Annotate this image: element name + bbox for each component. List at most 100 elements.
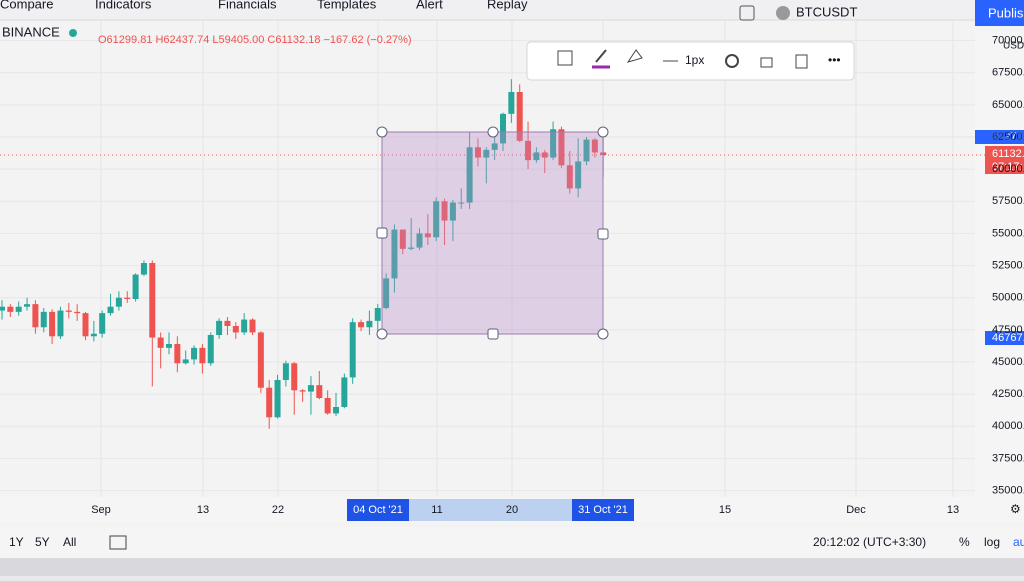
candle-body (7, 306, 14, 312)
lock-icon[interactable] (760, 57, 773, 68)
candle-body (107, 306, 114, 314)
handle[interactable] (597, 228, 609, 240)
handle[interactable] (376, 328, 388, 340)
candle-body (274, 380, 281, 418)
candle-body (525, 140, 532, 161)
time-label: 13 (197, 504, 209, 516)
candle-body (57, 310, 64, 337)
y-tick-label: 67500.00 (992, 67, 1024, 79)
status-dot (69, 29, 77, 37)
time-label: 22 (272, 504, 284, 516)
percent[interactable]: % (959, 535, 970, 549)
template-icon[interactable] (557, 50, 573, 66)
toolbar-button[interactable]: Financials (218, 0, 277, 11)
toolbar-button[interactable]: Templates (317, 0, 377, 11)
candle-body (241, 319, 248, 333)
candle-body (182, 359, 189, 364)
candle-body (0, 306, 5, 311)
candle-body (324, 398, 331, 414)
range[interactable]: 1Y (9, 535, 24, 549)
candle-body (282, 363, 289, 380)
time-label: Sep (91, 504, 111, 516)
badge-text: 07:17: (992, 161, 1023, 173)
fill-icon[interactable] (626, 49, 643, 63)
candle-body (458, 202, 465, 204)
time-labels: Sep 13 22 04 Oct '21 11 20 31 Oct '21 15 Dec 13 (91, 499, 959, 521)
candle-body (15, 306, 22, 312)
handle[interactable] (487, 126, 499, 138)
toolbar-button[interactable]: Replay (487, 0, 528, 11)
currency: USDT (1003, 41, 1024, 52)
badge-last (985, 146, 1024, 174)
y-tick-label: 65000.00 (992, 99, 1024, 111)
candle-body (40, 311, 47, 328)
symbol[interactable]: BTCUSDT (796, 4, 857, 19)
y-tick-label: 47500.00 (992, 324, 1024, 336)
toolbar-button[interactable]: Alert (416, 0, 443, 11)
candle-body (140, 263, 147, 275)
handle[interactable] (597, 328, 609, 340)
bezel (0, 558, 1024, 576)
candle-body (333, 407, 339, 414)
axis-settings[interactable]: ⚙ (1010, 502, 1021, 516)
candle-body (349, 322, 356, 378)
symbol-icon (776, 6, 790, 20)
range[interactable]: 5Y (35, 535, 50, 549)
y-tick-label: 45000.00 (992, 356, 1024, 368)
price-axis (975, 32, 1024, 497)
candle-body (316, 385, 323, 398)
candle-body (99, 313, 106, 334)
candle-body (441, 201, 448, 221)
candle-body (341, 377, 348, 407)
bottom-bar (0, 527, 1024, 558)
candle-body (566, 165, 573, 189)
y-tick-label: 57500.00 (992, 195, 1024, 207)
handle[interactable] (487, 328, 499, 340)
candle-body (49, 311, 56, 337)
clock: 20:12:02 (UTC+3:30) (813, 535, 926, 549)
time-label: 04 Oct '21 (353, 504, 403, 516)
candle-body (583, 139, 590, 162)
log[interactable]: log (984, 535, 1000, 549)
toolbar-button[interactable]: Indicators (95, 0, 152, 11)
y-tick-label: 60000.00 (992, 163, 1024, 175)
candle-body (383, 278, 390, 308)
handle[interactable] (597, 126, 609, 138)
candle-body (216, 320, 223, 335)
candle-body (174, 344, 181, 364)
goto-icon[interactable] (109, 535, 127, 550)
auto[interactable]: au (1013, 535, 1024, 549)
candle-body (491, 143, 498, 150)
rectangle-drawing[interactable] (381, 131, 604, 335)
candle-body (149, 263, 156, 338)
candle-body (32, 304, 39, 328)
more-icon[interactable]: ••• (828, 53, 841, 67)
range[interactable]: All (63, 535, 76, 549)
candle-body (291, 363, 298, 391)
candle-body (115, 297, 122, 307)
candle-body (249, 319, 256, 333)
pencil-icon[interactable] (595, 49, 607, 63)
candle-body (500, 113, 506, 144)
line-width[interactable]: 1px (685, 53, 704, 67)
candle-body (483, 149, 490, 158)
candle-body (575, 161, 582, 189)
candle-body (257, 332, 264, 388)
candle-body (232, 326, 239, 333)
time-badge (572, 499, 634, 521)
candle-body (65, 310, 72, 312)
delete-icon[interactable] (795, 54, 808, 69)
toolbar-button[interactable]: Compare (0, 0, 53, 11)
candle-body (366, 320, 373, 328)
badge-text: 62370. (992, 131, 1024, 143)
handle[interactable] (376, 227, 388, 239)
settings-icon[interactable] (725, 54, 739, 68)
publish-button[interactable] (975, 0, 1024, 26)
candle-body (132, 274, 139, 299)
time-label: 15 (719, 504, 731, 516)
publish-label[interactable]: Publis (988, 5, 1024, 20)
handle[interactable] (376, 126, 388, 138)
candle-body (266, 387, 273, 418)
y-tick-label: 55000.00 (992, 227, 1024, 239)
layout-icon[interactable] (739, 5, 755, 21)
